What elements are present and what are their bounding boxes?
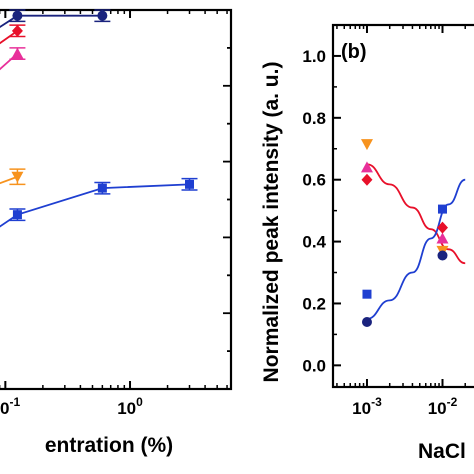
panel-a-series-0-point-2 [97, 10, 108, 21]
panel-a-series-2-line [0, 52, 19, 71]
panel-a-series-2-point-1 [11, 47, 24, 59]
panel-b-series-1-point-0 [360, 161, 373, 173]
panel-a-frame [0, 8, 233, 391]
panel-b-fit-curves [366, 163, 466, 320]
panel-a: 10-1 100 entration (%) [0, 8, 233, 457]
panel-b-frame [331, 23, 474, 389]
panel-a-series [0, 9, 198, 228]
panel-a-x-tick-label-0: 10-1 [0, 395, 20, 418]
panel-b-ticks [333, 24, 466, 387]
panel-b-series-0-point-0 [360, 139, 373, 151]
panel-a-series-3-point-1 [11, 171, 24, 183]
panel-b-y-tick-label-5: 1.0 [302, 47, 326, 66]
panel-a-series-0 [0, 9, 111, 28]
panel-b-series-2-point-1 [436, 221, 448, 234]
panel-b-y-tick-label-2: 0.4 [302, 233, 326, 252]
panel-b-series-3-point-1 [437, 204, 447, 214]
panel-a-series-4-point-1 [12, 210, 22, 220]
panel-b-series [360, 139, 449, 328]
panel-b-x-tick-label-0: 10-3 [352, 395, 382, 418]
panel-a-series-0-point-1 [12, 10, 23, 21]
panel-b-y-tick-label-1: 0.2 [302, 294, 326, 313]
panel-b-series-2 [361, 173, 448, 234]
panel-a-x-axis-title: entration (%) [45, 434, 173, 457]
panel-a-series-3-line [0, 175, 18, 185]
panel-b-label: (b) [341, 41, 367, 63]
panel-a-series-1 [0, 24, 26, 45]
panel-b-fit-curve-0 [366, 163, 466, 265]
panel-a-series-1-line [0, 30, 18, 45]
panel-b-y-tick-label-0: 0.0 [302, 356, 326, 375]
panel-a-x-tick-label-1: 100 [117, 395, 143, 418]
panel-b-series-4 [361, 250, 448, 328]
panel-b-x-axis-title: NaCl [418, 440, 466, 463]
panel-b: (b) 0.0 0.2 0.4 0.6 0.8 1.0 10-3 10-2 Normaliz… [260, 23, 474, 463]
panel-b-series-1 [360, 161, 449, 244]
panel-b-x-tick-label-1: 10-2 [428, 395, 458, 418]
panel-b-x-tick-labels: 10-3 10-2 [352, 395, 457, 418]
panel-b-fit-curve-1 [366, 178, 466, 320]
panel-b-series-1-point-1 [436, 232, 449, 244]
panel-a-series-4-line [0, 183, 190, 228]
panel-b-series-4-point-1 [437, 250, 448, 261]
panel-b-y-tick-label-4: 0.8 [302, 109, 326, 128]
panel-b-y-axis-title: Normalized peak intensity (a. u.) [260, 62, 283, 383]
panel-b-y-tick-labels: 0.0 0.2 0.4 0.6 0.8 1.0 [302, 47, 326, 375]
panel-a-series-3 [0, 168, 26, 186]
panel-a-series-4-point-2 [97, 183, 107, 193]
panel-a-series-4 [0, 177, 198, 228]
panel-b-y-tick-label-3: 0.6 [302, 171, 326, 190]
panel-b-series-3 [362, 204, 447, 299]
panel-a-ticks [0, 9, 231, 390]
panel-a-series-2 [0, 47, 26, 71]
panel-b-series-3-point-0 [362, 289, 372, 299]
panel-b-series-0 [360, 139, 449, 257]
panel-b-series-2-point-0 [361, 173, 373, 186]
panel-b-series-4-point-0 [361, 317, 372, 328]
panel-a-x-tick-labels: 10-1 100 [0, 395, 143, 418]
panel-a-series-4-point-3 [185, 179, 195, 189]
panel-a-series-1-point-1 [11, 24, 23, 37]
